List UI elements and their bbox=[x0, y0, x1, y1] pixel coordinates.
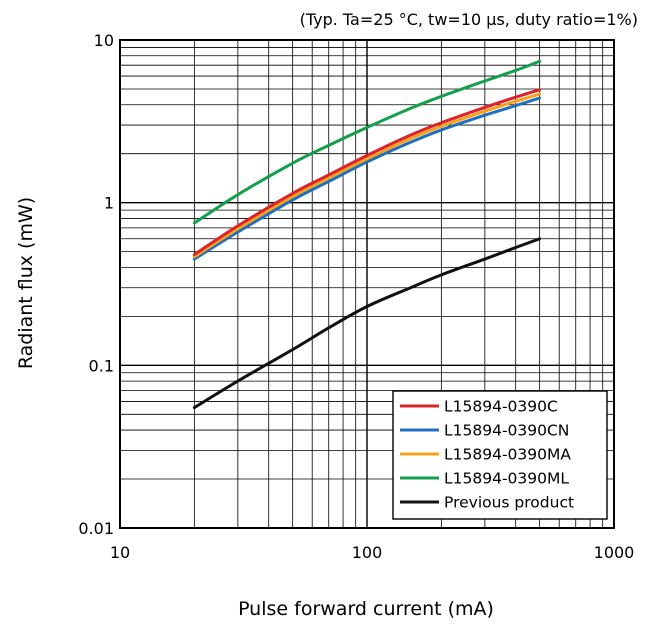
x-tick-label: 1000 bbox=[594, 543, 635, 562]
legend-label: L15894-0390MA bbox=[444, 446, 571, 464]
y-tick-label: 10 bbox=[94, 31, 114, 50]
series-line-l15894-0390c bbox=[192, 88, 542, 257]
legend-label: L15894-0390C bbox=[444, 398, 558, 416]
series-line-previous-product bbox=[192, 237, 542, 410]
tick-labels: 10 100 1000 0.01 0.1 1 10 bbox=[78, 31, 634, 562]
series-line-l15894-0390ml bbox=[192, 59, 542, 225]
y-tick-label: 0.1 bbox=[89, 356, 114, 375]
legend: L15894-0390C L15894-0390CN L15894-0390MA L1… bbox=[392, 390, 608, 520]
y-axis-title: Radiant flux (mW) bbox=[15, 197, 37, 369]
series-line-l15894-0390cn bbox=[192, 96, 542, 261]
x-axis-title: Pulse forward current (mA) bbox=[238, 598, 494, 620]
x-tick-label: 100 bbox=[352, 543, 383, 562]
x-tick-label: 10 bbox=[110, 543, 130, 562]
y-tick-label: 1 bbox=[104, 194, 114, 213]
legend-label: Previous product bbox=[444, 494, 574, 512]
legend-label: L15894-0390CN bbox=[444, 422, 569, 440]
chart-conditions-note: (Typ. Ta=25 °C, tw=10 μs, duty ratio=1%) bbox=[300, 10, 638, 29]
plot-frame bbox=[119, 39, 615, 529]
series-line-l15894-0390ma bbox=[192, 92, 542, 259]
legend-label: L15894-0390ML bbox=[444, 470, 569, 488]
series-lines bbox=[192, 59, 542, 410]
y-tick-label: 0.01 bbox=[78, 519, 114, 538]
